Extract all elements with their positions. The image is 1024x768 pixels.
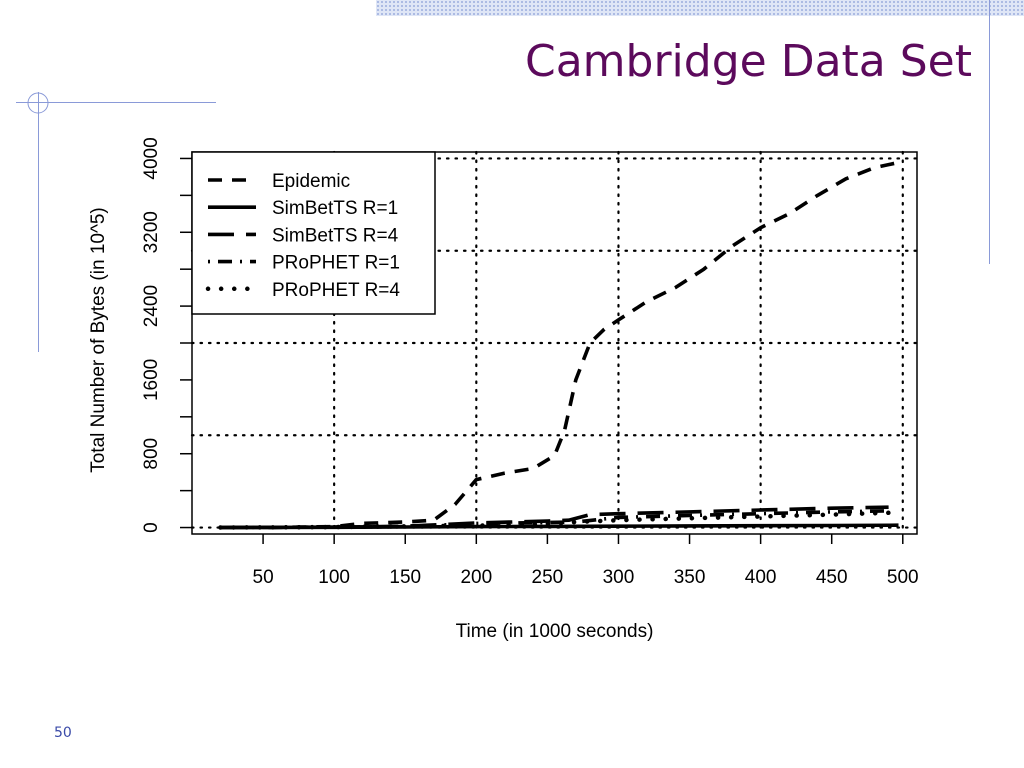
- crosshair-icon: [27, 92, 49, 114]
- left-accent-vline: [38, 92, 39, 352]
- series-layer: [218, 161, 899, 530]
- x-tick-label: 450: [816, 567, 848, 588]
- legend-label-0: Epidemic: [272, 171, 350, 192]
- x-tick-label: 200: [460, 567, 492, 588]
- x-tick-label: 150: [389, 567, 421, 588]
- header-dot-pattern: [376, 0, 1024, 16]
- legend: Epidemic SimBetTS R=1 SimBetTS R=4 PRoPHET …: [191, 151, 436, 315]
- series-line-0: [220, 161, 897, 530]
- page-number: 50: [54, 725, 72, 741]
- slide-title: Cambridge Data Set: [524, 36, 972, 87]
- legend-label-4: PRoPHET R=4: [272, 280, 400, 301]
- legend-label-3: PRoPHET R=1: [272, 253, 400, 274]
- y-tick-label: 0: [141, 522, 162, 533]
- line-chart: 50 100 150 200 250 300 350 400 450 500 0 800 1600 240…: [88, 137, 919, 642]
- y-tick-label: 800: [141, 438, 162, 470]
- x-tick-label: 100: [318, 567, 350, 588]
- legend-label-1: SimBetTS R=1: [272, 198, 398, 219]
- x-axis-label: Time (in 1000 seconds): [456, 621, 654, 642]
- series-line-3: [220, 509, 889, 530]
- x-tick-label: 500: [887, 567, 919, 588]
- series-line-2: [220, 505, 889, 530]
- y-tick-label: 3200: [141, 211, 162, 253]
- legend-label-2: SimBetTS R=4: [272, 225, 399, 246]
- y-axis-label: Total Number of Bytes (in 10^5): [88, 207, 109, 473]
- left-accent-hline: [16, 102, 216, 103]
- axes-layer: 50 100 150 200 250 300 350 400 450 500 0 800 1600 240…: [141, 137, 919, 588]
- x-tick-label: 50: [253, 567, 274, 588]
- y-tick-label: 2400: [141, 285, 162, 327]
- x-tick-label: 350: [674, 567, 706, 588]
- series-line-4: [218, 510, 891, 530]
- y-tick-label: 1600: [141, 359, 162, 401]
- right-accent-line: [989, 0, 990, 264]
- x-tick-label: 300: [603, 567, 635, 588]
- x-tick-label: 400: [745, 567, 777, 588]
- y-tick-label: 4000: [141, 137, 162, 179]
- x-tick-label: 250: [532, 567, 564, 588]
